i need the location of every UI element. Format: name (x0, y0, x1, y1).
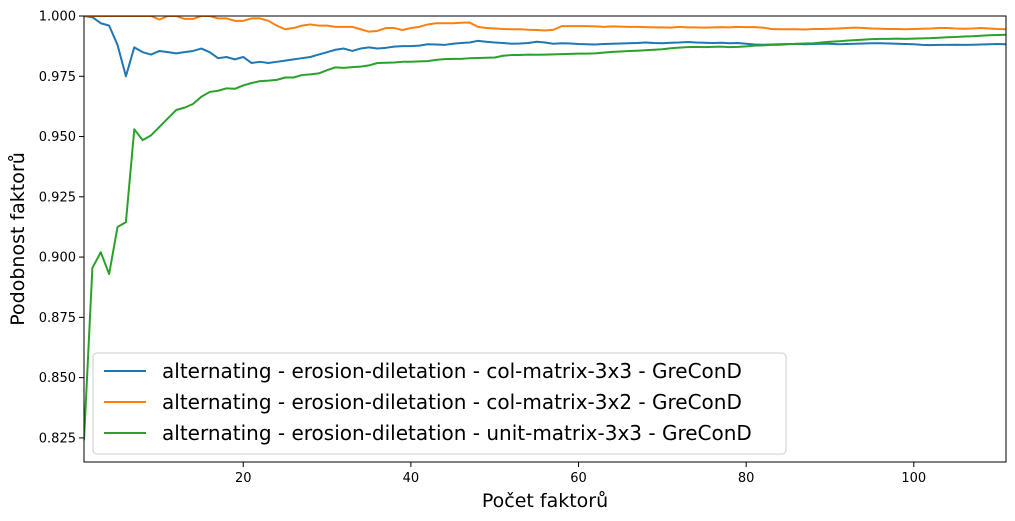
legend: alternating - erosion-diletation - col-m… (92, 352, 787, 455)
y-tick-label: 1.000 (39, 10, 76, 25)
y-tick-label: 0.975 (39, 70, 76, 85)
series-lines (84, 16, 1006, 441)
plot-frame (83, 15, 1007, 463)
y-tick-label: 0.850 (39, 371, 76, 386)
y-tick-label: 0.925 (39, 190, 76, 205)
y-tick-label: 0.825 (39, 431, 76, 446)
x-axis-title: Počet faktorů (482, 490, 608, 512)
series-line-3 (84, 33, 1006, 441)
x-tick-label: 100 (901, 471, 926, 486)
legend-box (92, 352, 787, 455)
y-axis-title: Podobnost faktorů (7, 152, 29, 325)
x-tick-label: 60 (570, 471, 587, 486)
x-tick-label: 20 (235, 471, 252, 486)
y-tick-label: 0.900 (39, 251, 76, 266)
y-tick-label: 0.875 (39, 311, 76, 326)
x-tick-label: 40 (403, 471, 420, 486)
series-line-1 (84, 16, 1006, 78)
x-tick-label: 80 (738, 471, 755, 486)
legend-label-1: alternating - erosion-diletation - col-m… (162, 359, 742, 383)
y-axis-ticks: 0.825 0.850 0.875 0.900 0.925 0.950 0.975 1.000 (39, 10, 84, 446)
x-axis-ticks: 20 40 60 80 100 (235, 462, 926, 486)
legend-label-2: alternating - erosion-diletation - col-m… (162, 390, 742, 414)
legend-label-3: alternating - erosion-diletation - unit-… (162, 421, 752, 445)
series-line-2 (84, 16, 1006, 33)
y-tick-label: 0.950 (39, 130, 76, 145)
